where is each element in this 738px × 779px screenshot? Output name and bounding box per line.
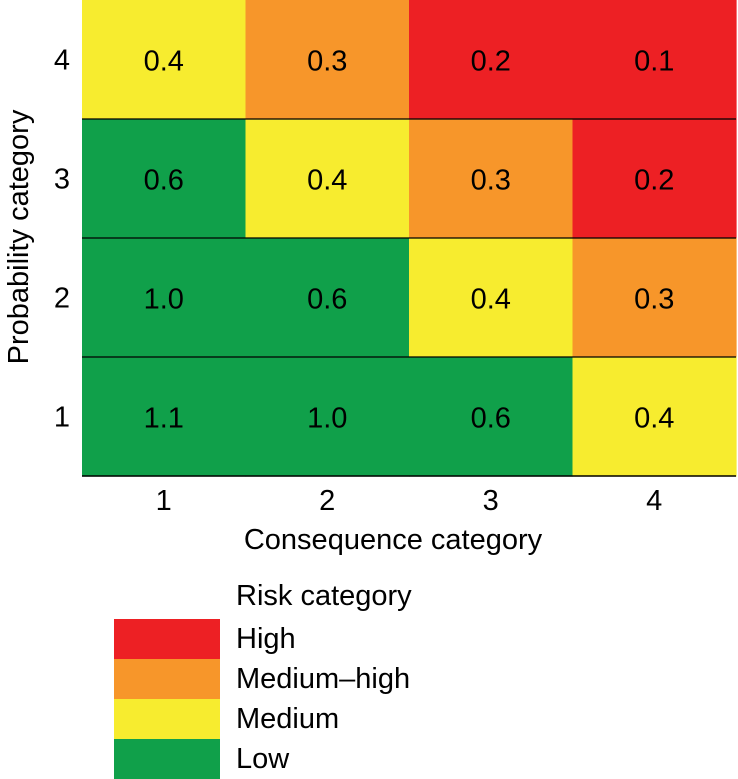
legend-swatch [114, 739, 220, 779]
y-axis-ticks: 1 2 3 4 [54, 45, 70, 434]
y-tick-label: 1 [54, 402, 70, 434]
x-tick-label: 3 [483, 485, 499, 517]
heatmap-cell [82, 119, 247, 239]
heatmap-cells: 0.4 0.3 0.2 0.1 0.6 0.4 0.3 0.2 1.0 0.6 0.4 0.3 1.1 1… [82, 0, 737, 477]
cell-value-label: 0.3 [471, 165, 511, 197]
x-axis-label: Consequence category [244, 524, 543, 556]
cell-value-label: 1.0 [307, 403, 347, 435]
cell-value-label: 0.2 [634, 165, 674, 197]
cell-value-label: 0.4 [307, 165, 347, 197]
cell-value-label: 0.6 [471, 403, 511, 435]
cell-value-label: 0.3 [307, 46, 347, 78]
cell-value-label: 1.0 [144, 284, 184, 316]
legend-item: Medium [114, 699, 339, 739]
risk-matrix-chart: 0.4 0.3 0.2 0.1 0.6 0.4 0.3 0.2 1.0 0.6 0.4 0.3 1.1 1… [3, 0, 737, 556]
x-tick-label: 4 [646, 485, 662, 517]
legend-item: High [114, 619, 296, 659]
legend-swatch [114, 699, 220, 739]
heatmap-cell [245, 0, 410, 120]
x-tick-label: 2 [319, 485, 335, 517]
cell-value-label: 0.3 [634, 284, 674, 316]
y-axis-label: Probability category [3, 109, 35, 364]
x-tick-label: 1 [156, 485, 172, 517]
cell-value-label: 0.2 [471, 46, 511, 78]
x-axis-ticks: 1 2 3 4 [156, 485, 663, 517]
legend-item: Medium–high [114, 659, 410, 699]
cell-value-label: 0.1 [634, 46, 674, 78]
heatmap-cell [572, 357, 737, 477]
cell-value-label: 0.6 [144, 165, 184, 197]
legend-swatch [114, 619, 220, 659]
heatmap-cell [572, 119, 737, 239]
y-tick-label: 2 [54, 283, 70, 315]
heatmap-cell [409, 0, 574, 120]
heatmap-cell [572, 238, 737, 358]
legend-label: Medium [236, 703, 340, 735]
legend-label: High [236, 623, 296, 655]
heatmap-cell [82, 357, 247, 477]
heatmap-cell [245, 119, 410, 239]
cell-value-label: 0.4 [144, 46, 184, 78]
legend-title: Risk category [236, 580, 412, 612]
legend-label: Medium–high [236, 663, 411, 695]
y-tick-label: 4 [54, 45, 70, 77]
heatmap-cell [245, 357, 410, 477]
legend-label: Low [236, 743, 290, 775]
heatmap-cell [409, 119, 574, 239]
heatmap-cell [82, 0, 247, 120]
heatmap-cell [245, 238, 410, 358]
cell-value-label: 0.4 [634, 403, 674, 435]
legend-swatch [114, 659, 220, 699]
cell-value-label: 0.6 [307, 284, 347, 316]
heatmap-cell [409, 238, 574, 358]
legend-item: Low [114, 739, 289, 779]
y-tick-label: 3 [54, 164, 70, 196]
heatmap-cell [82, 238, 247, 358]
cell-value-label: 0.4 [471, 284, 511, 316]
heatmap-cell [572, 0, 737, 120]
cell-value-label: 1.1 [144, 403, 184, 435]
heatmap-cell [409, 357, 574, 477]
row-dividers [82, 118, 736, 358]
